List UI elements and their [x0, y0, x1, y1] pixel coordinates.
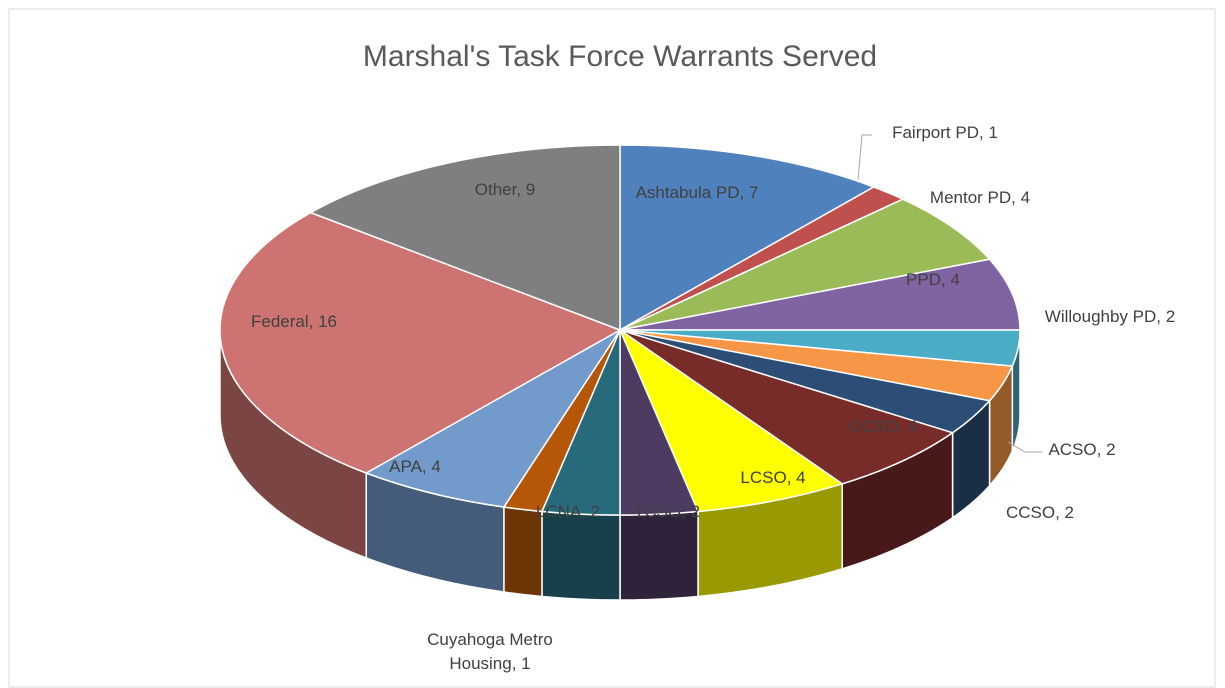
- slice: [309, 144, 621, 332]
- label-name: Federal: [250, 312, 309, 331]
- slice: [619, 258, 1021, 331]
- slice: [219, 211, 622, 474]
- label-name: Mentor PD: [929, 188, 1012, 207]
- data-label: APA, 4: [389, 457, 441, 476]
- pie-sides: [219, 329, 1021, 601]
- label-name: Fairport PD: [892, 123, 979, 142]
- leader-line: [857, 134, 872, 181]
- label-value: 4: [431, 457, 441, 476]
- label-name: PPD: [906, 270, 942, 289]
- data-label: Fairport PD, 1: [892, 123, 998, 142]
- label-name: Ashtabula PD: [635, 183, 740, 202]
- label-name: ACSO: [1048, 440, 1097, 459]
- leader-line: [1007, 441, 1042, 453]
- label-value: 2: [1165, 307, 1176, 326]
- label-value: 4: [1020, 188, 1031, 207]
- label-value: 2: [1064, 503, 1075, 522]
- data-label: LCNA, 2: [535, 502, 601, 521]
- label-value: 4: [796, 468, 806, 487]
- label-name: APA: [389, 457, 422, 476]
- label-name: GCSO: [848, 417, 899, 436]
- label-name: LCSO: [740, 468, 787, 487]
- label-value: 1: [988, 123, 998, 142]
- slice: [619, 198, 991, 331]
- data-label: CCSO, 2: [1005, 503, 1075, 522]
- data-label: TCSO, 2: [633, 502, 701, 521]
- label-value: 4: [908, 417, 918, 436]
- label-value: 2: [1106, 440, 1116, 459]
- data-label: PPD, 4: [906, 270, 960, 289]
- data-label: Willoughby PD, 2: [1044, 307, 1176, 326]
- label-name: LCNA: [535, 502, 582, 521]
- data-label: Federal, 16: [250, 312, 338, 331]
- label-value: 4: [950, 270, 960, 289]
- data-label: GCSO, 4: [848, 417, 918, 436]
- slice-side: [619, 510, 699, 601]
- data-label: Mentor PD, 4: [929, 188, 1031, 207]
- label-value: 7: [748, 183, 759, 202]
- label-name: CCSO: [1005, 503, 1056, 522]
- slice: [364, 329, 621, 508]
- data-label: Cuyahoga Metro Housing, 1: [427, 630, 553, 673]
- label-name: Cuyahoga Metro Housing: [427, 630, 553, 673]
- chart-title: Marshal's Task Force Warrants Served: [363, 40, 877, 73]
- data-label: Other, 9: [474, 180, 536, 199]
- label-name: TCSO: [633, 502, 682, 521]
- slice: [619, 329, 955, 485]
- data-label: Ashtabula PD, 7: [635, 183, 759, 202]
- label-value: 1: [521, 654, 531, 673]
- slice: [618, 327, 844, 513]
- label-value: 2: [590, 502, 601, 521]
- label-value: 2: [690, 502, 701, 521]
- label-value: 16: [318, 312, 338, 331]
- slice: [619, 144, 876, 332]
- label-value: 9: [525, 180, 536, 199]
- slice-side: [541, 510, 621, 601]
- label-name: Other: [474, 180, 517, 199]
- label-name: Willoughby PD: [1044, 307, 1157, 326]
- data-label: LCSO, 4: [740, 468, 806, 487]
- pie-tops: [219, 144, 1021, 516]
- data-label: ACSO, 2: [1048, 440, 1116, 459]
